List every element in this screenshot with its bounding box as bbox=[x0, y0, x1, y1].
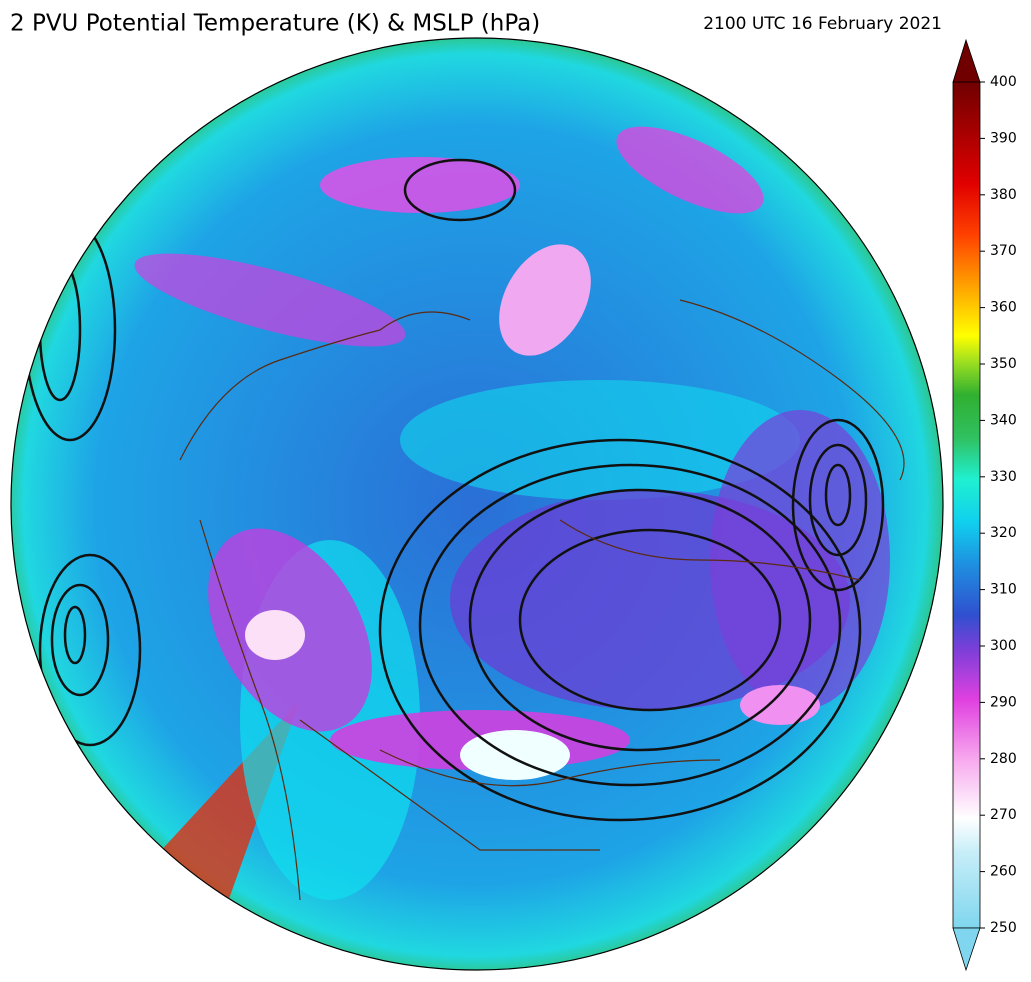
globe-outline bbox=[10, 37, 944, 971]
colorbar-tick-label: 360 bbox=[990, 300, 1017, 316]
colorbar-tick-label: 310 bbox=[990, 582, 1017, 598]
colorbar-tick-label: 270 bbox=[990, 807, 1017, 823]
colorbar-tick-label: 320 bbox=[990, 525, 1017, 541]
colorbar-tick-label: 260 bbox=[990, 864, 1017, 880]
colorbar-ticks: 250 260 270 280 290 300 310 320 330 340 350 360 370 3… bbox=[980, 74, 1017, 936]
colorbar-tick-label: 350 bbox=[990, 356, 1017, 372]
colorbar-tick-label: 290 bbox=[990, 694, 1017, 710]
colorbar-tick-label: 330 bbox=[990, 469, 1017, 485]
map-title: 2 PVU Potential Temperature (K) & MSLP (… bbox=[10, 11, 540, 37]
colorbar-tick-label: 400 bbox=[990, 74, 1017, 90]
map-time: 2100 UTC 16 February 2021 bbox=[703, 14, 942, 34]
colorbar-tick-label: 280 bbox=[990, 751, 1017, 767]
colorbar-tick-label: 390 bbox=[990, 130, 1017, 146]
colorbar bbox=[952, 38, 981, 972]
colorbar-tick-label: 300 bbox=[990, 638, 1017, 654]
globe-map bbox=[11, 38, 943, 970]
colorbar-tick-label: 380 bbox=[990, 187, 1017, 203]
colorbar-tick-label: 340 bbox=[990, 412, 1017, 428]
colorbar-tick-label: 370 bbox=[990, 243, 1017, 259]
colorbar-tick-label: 250 bbox=[990, 920, 1017, 936]
